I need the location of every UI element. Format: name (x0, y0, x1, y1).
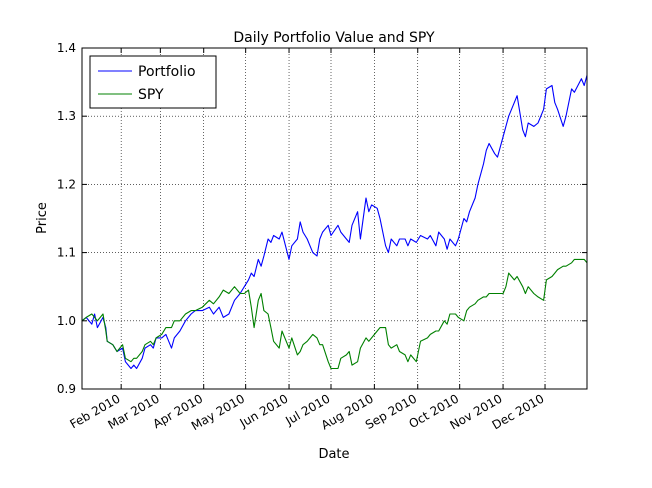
y-tick-label: 1.3 (57, 109, 76, 123)
x-axis-label: Date (318, 447, 349, 462)
legend-box (89, 55, 217, 109)
series-layer (81, 75, 588, 370)
series-line-portfolio (81, 75, 588, 370)
y-tick-label: 0.9 (57, 382, 76, 396)
y-tick-label: 1.0 (57, 314, 76, 328)
series-line-spy (81, 258, 588, 370)
y-axis-ticks: 0.9 1.0 1.1 1.2 1.3 1.4 (57, 41, 587, 396)
y-tick-label: 1.2 (57, 177, 76, 191)
y-tick-label: 1.4 (57, 41, 76, 55)
legend-label-portfolio: Portfolio (138, 64, 196, 80)
legend-label-spy: SPY (138, 87, 164, 103)
y-tick-label: 1.1 (57, 246, 76, 260)
y-axis-label: Price (35, 202, 50, 234)
x-tick-label: Jun 2010 (237, 391, 291, 430)
chart-title: Daily Portfolio Value and SPY (233, 30, 435, 46)
plot-frame (81, 47, 588, 390)
legend: Portfolio SPY (89, 55, 217, 109)
